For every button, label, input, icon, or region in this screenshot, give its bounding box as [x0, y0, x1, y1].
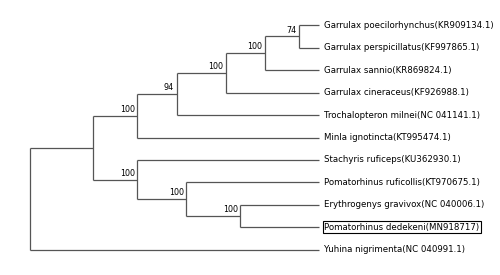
Text: Garrulax perspicillatus(KF997865.1): Garrulax perspicillatus(KF997865.1) — [324, 43, 480, 52]
Text: 100: 100 — [208, 62, 223, 71]
Text: Garrulax poecilorhynchus(KR909134.1): Garrulax poecilorhynchus(KR909134.1) — [324, 21, 494, 30]
Text: Pomatorhinus dedekeni(MN918717): Pomatorhinus dedekeni(MN918717) — [324, 223, 480, 232]
Text: 100: 100 — [247, 43, 262, 51]
Text: Stachyris ruficeps(KU362930.1): Stachyris ruficeps(KU362930.1) — [324, 155, 461, 164]
Text: Yuhina nigrimenta(NC 040991.1): Yuhina nigrimenta(NC 040991.1) — [324, 245, 466, 254]
Text: 100: 100 — [120, 169, 135, 178]
Text: 100: 100 — [120, 105, 135, 114]
Text: 100: 100 — [169, 188, 184, 197]
Text: Trochalopteron milnei(NC 041141.1): Trochalopteron milnei(NC 041141.1) — [324, 111, 480, 120]
Text: 94: 94 — [164, 83, 174, 92]
Text: Pomatorhinus ruficollis(KT970675.1): Pomatorhinus ruficollis(KT970675.1) — [324, 178, 480, 187]
Text: Garrulax sannio(KR869824.1): Garrulax sannio(KR869824.1) — [324, 66, 452, 75]
Text: Minla ignotincta(KT995474.1): Minla ignotincta(KT995474.1) — [324, 133, 451, 142]
Text: Erythrogenys gravivox(NC 040006.1): Erythrogenys gravivox(NC 040006.1) — [324, 200, 484, 209]
Text: Garrulax cineraceus(KF926988.1): Garrulax cineraceus(KF926988.1) — [324, 88, 470, 97]
Text: 74: 74 — [286, 26, 296, 35]
Text: 100: 100 — [223, 205, 238, 214]
